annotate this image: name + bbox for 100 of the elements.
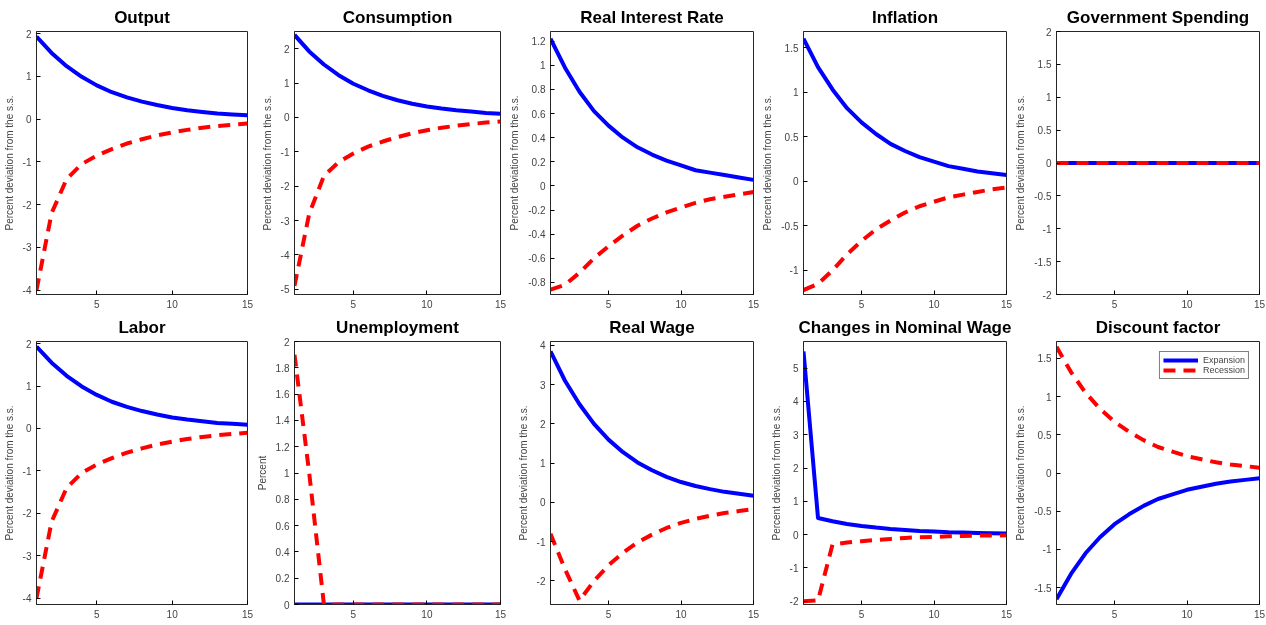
y-tick-label: -2	[280, 181, 290, 193]
y-tick-label: -1.5	[1034, 256, 1052, 268]
x-tick-label: 5	[858, 298, 865, 310]
y-tick-label: 1	[792, 87, 799, 99]
chart-title: Consumption	[342, 7, 453, 27]
y-tick-label: 0	[792, 176, 799, 188]
y-axis-title: Percent deviation from the s.s.	[261, 95, 273, 231]
y-axis-title: Percent	[256, 455, 268, 491]
y-tick-label: 4	[792, 396, 799, 408]
x-tick-label: 10	[928, 298, 940, 310]
y-tick-label: 0.5	[784, 131, 799, 143]
y-tick-label: 2	[283, 43, 290, 55]
y-tick-label: 0.5	[1037, 429, 1052, 441]
y-tick-label: 1	[539, 60, 546, 72]
y-tick-label: 0.2	[275, 573, 290, 585]
y-tick-label: -0.5	[781, 220, 799, 232]
y-tick-label: -0.4	[528, 229, 546, 241]
legend-label: Recession	[1202, 365, 1245, 375]
y-tick-label: -2	[1042, 289, 1052, 301]
y-tick-label: 1.5	[1037, 353, 1052, 365]
y-tick-label: 0	[1045, 158, 1052, 169]
y-tick-label: -1	[536, 536, 546, 548]
y-tick-label: -1	[280, 146, 290, 158]
x-tick-label: 15	[494, 608, 507, 620]
y-tick-label: 1.4	[275, 415, 290, 427]
y-tick-label: 0	[283, 112, 290, 124]
y-axis-title: Percent deviation from the s.s.	[517, 405, 529, 541]
y-tick-label: -3	[22, 550, 32, 562]
y-tick-label: 1	[539, 458, 546, 470]
y-tick-label: 2	[1045, 26, 1052, 38]
x-tick-label: 15	[1253, 298, 1266, 310]
x-tick-label: 15	[1253, 608, 1266, 620]
y-tick-label: -3	[22, 242, 32, 254]
x-tick-label: 10	[421, 608, 433, 620]
x-tick-label: 15	[494, 298, 507, 310]
y-tick-label: -1	[1042, 544, 1052, 556]
chart-title: Government Spending	[1066, 7, 1250, 27]
y-tick-label: 0	[539, 497, 546, 509]
x-tick-label: 5	[1111, 608, 1118, 620]
y-tick-label: 0	[1045, 468, 1052, 479]
y-tick-label: -2	[789, 596, 799, 608]
y-axis-title: Percent deviation from the s.s.	[770, 405, 782, 541]
y-tick-label: 1.2	[275, 441, 290, 453]
y-tick-label: 1	[1045, 92, 1052, 104]
y-tick-label: 0.2	[531, 156, 546, 168]
y-tick-label: 0	[792, 529, 799, 541]
y-tick-label: 1.8	[275, 362, 290, 374]
y-tick-label: -4	[280, 249, 290, 261]
x-tick-label: 15	[747, 298, 760, 310]
y-tick-label: 0	[25, 423, 32, 435]
chart-title: Labor	[118, 317, 166, 337]
y-tick-label: 0.6	[275, 520, 290, 532]
y-axis-title: Percent deviation from the s.s.	[509, 95, 521, 231]
y-tick-label: -2	[22, 199, 32, 211]
y-tick-label: -4	[22, 593, 32, 605]
y-tick-label: 0	[539, 180, 546, 192]
x-tick-label: 10	[421, 298, 433, 310]
y-tick-label: 1	[1045, 391, 1052, 403]
y-tick-label: -2	[536, 575, 546, 587]
y-axis-title: Percent deviation from the s.s.	[1015, 405, 1027, 541]
y-tick-label: -1.5	[1034, 582, 1052, 594]
y-tick-label: -5	[280, 284, 290, 296]
y-tick-label: 1.5	[1037, 59, 1052, 71]
y-tick-label: -2	[22, 508, 32, 520]
y-tick-label: -1	[789, 265, 799, 277]
y-tick-label: 1	[25, 71, 32, 83]
y-axis-title: Percent deviation from the s.s.	[1015, 95, 1027, 231]
y-tick-label: -0.5	[1034, 190, 1052, 202]
y-tick-label: -3	[280, 215, 290, 227]
chart-title: Changes in Nominal Wage	[798, 317, 1012, 337]
y-tick-label: 2	[539, 418, 546, 430]
x-tick-label: 15	[1000, 298, 1013, 310]
x-tick-label: 10	[1181, 298, 1193, 310]
y-tick-label: 3	[539, 379, 546, 391]
y-tick-label: -0.6	[528, 253, 546, 265]
y-tick-label: 0.4	[531, 132, 546, 144]
y-tick-label: 2	[25, 28, 32, 40]
y-axis-title: Percent deviation from the s.s.	[3, 95, 15, 231]
x-tick-label: 5	[94, 298, 100, 310]
y-tick-label: -0.2	[528, 205, 546, 217]
y-tick-label: 1	[283, 468, 290, 479]
x-tick-label: 10	[166, 608, 179, 620]
y-tick-label: 1	[283, 78, 290, 90]
y-tick-label: 1.2	[531, 36, 546, 48]
y-tick-label: 0.4	[275, 546, 290, 558]
y-tick-label: -1	[789, 562, 799, 574]
y-tick-label: 0.8	[531, 84, 546, 96]
y-tick-label: 1	[25, 381, 32, 393]
x-tick-label: 5	[1111, 298, 1118, 310]
y-tick-label: 0.6	[531, 108, 546, 120]
y-tick-label: 2	[25, 338, 32, 350]
y-tick-label: 0	[25, 114, 32, 126]
x-tick-label: 10	[928, 608, 940, 620]
x-tick-label: 5	[605, 298, 612, 310]
y-tick-label: 1	[792, 496, 799, 508]
y-axis-title: Percent deviation from the s.s.	[762, 95, 774, 231]
x-tick-label: 10	[1181, 608, 1193, 620]
x-tick-label: 15	[241, 298, 254, 310]
y-tick-label: -1	[22, 156, 32, 168]
x-tick-label: 15	[241, 608, 254, 620]
